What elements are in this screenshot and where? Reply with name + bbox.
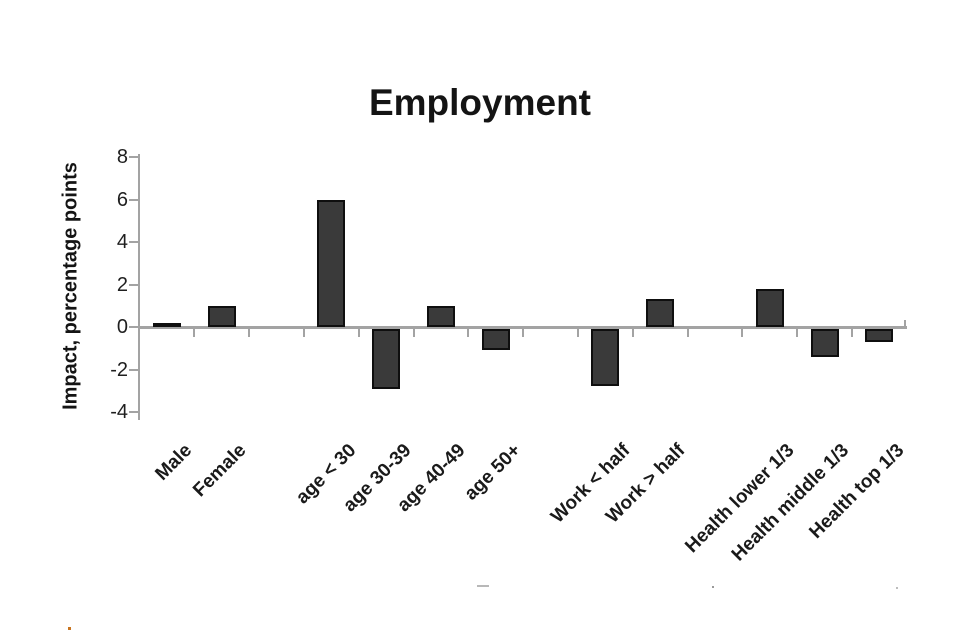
bar-age-30-39 [372,329,401,389]
bar-female [207,305,236,327]
y-tick-mark [129,326,138,328]
x-tick-mark [631,329,634,337]
y-tick-label: 0 [116,316,128,338]
x-label-male: Male [151,440,196,485]
axis-end-tick [904,320,906,328]
y-tick-mark [129,156,138,158]
x-tick-mark [303,329,305,337]
scan-artifact-dash [477,585,489,587]
y-tick-label: -4 [110,401,128,423]
y-tick-label: 2 [116,273,128,296]
y-tick-label: 4 [116,231,128,253]
x-tick-mark [357,329,360,337]
x-tick-mark [741,329,744,337]
y-tick-mark [129,411,138,413]
x-tick-mark [248,329,251,337]
scan-artifact-speck [896,587,898,589]
bar-age-50- [481,329,510,351]
scan-artifact-speck [712,586,714,588]
x-tick-mark [577,329,579,337]
bar-health-lower-1-3 [755,288,784,327]
chart-title: Employment [368,82,592,123]
y-axis-line [138,154,140,420]
bar-age-30 [317,199,346,327]
y-tick-mark [129,368,138,371]
x-tick-mark [467,329,470,337]
x-tick-mark [193,329,196,337]
x-tick-mark [522,329,525,337]
scan-artifact-dot [68,627,71,630]
x-tick-mark [851,329,853,337]
y-tick-mark [129,283,138,286]
y-tick-mark [129,241,138,243]
y-tick-label: -2 [110,358,128,381]
bar-age-40-49 [427,305,455,327]
x-label-age-50-: age 50+ [460,440,525,505]
x-tick-mark [686,329,689,337]
y-tick-label: 8 [116,146,128,168]
bar-work-half [591,329,620,387]
bar-work-half [646,299,675,327]
y-tick-mark [129,198,138,201]
bar-health-middle-1-3 [810,329,839,357]
x-axis-line [138,326,907,329]
bar-health-top-1-3 [865,329,894,342]
y-tick-label: 6 [116,188,128,211]
bar-male [153,323,181,327]
x-tick-mark [796,329,799,337]
x-label-female: Female [189,440,251,502]
x-tick-mark [412,329,415,337]
